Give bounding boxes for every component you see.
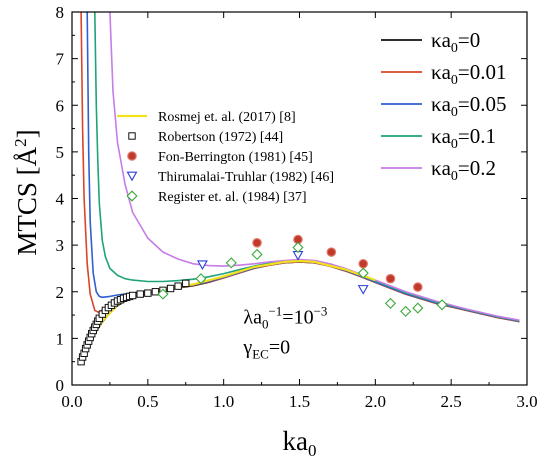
x-tick-label: 1.0 xyxy=(213,392,234,411)
y-tick-label: 8 xyxy=(56,3,65,22)
legend-label-0: κa0=0 xyxy=(431,28,480,56)
y-tick-label: 1 xyxy=(56,329,65,348)
legend-markers: Rosmej et. al. (2017) [8] Robertson (1972… xyxy=(117,110,334,205)
series-line-1 xyxy=(80,12,520,323)
legend-marker-label-4: Register et. al. (1984) [37] xyxy=(158,190,307,205)
data-point-3-6 xyxy=(384,297,397,309)
legend-marker-label-2: Fon-Berrington (1981) [45] xyxy=(158,150,313,165)
annotations: λa0−1=10−3 γEC=0 xyxy=(242,303,327,361)
legend-label-3: κa0=0.1 xyxy=(431,124,496,152)
data-point-0-28 xyxy=(166,284,175,293)
y-tick-label: 7 xyxy=(56,50,65,69)
legend-label-4: κa0=0.2 xyxy=(431,156,496,184)
legend-marker-4 xyxy=(126,190,138,202)
y-tick-label: 6 xyxy=(56,96,65,115)
legend-marker-label-1: Robertson (1972) [44] xyxy=(158,130,283,145)
y-tick-label: 2 xyxy=(56,283,65,302)
tick-labels: 0.0 0.5 1.0 1.5 2.0 2.5 3.0 0 1 2 3 4 5 6 7 8 xyxy=(56,3,538,411)
data-point-0-25 xyxy=(144,289,152,297)
legend-lines: κa0=0 κa0=0.01 κa0=0.05 κa0=0.1 κa0=0.2 xyxy=(381,28,507,184)
series-line-3 xyxy=(94,12,520,322)
axes xyxy=(71,11,528,386)
annotation-gamma: γEC=0 xyxy=(242,336,290,361)
data-point-3-4 xyxy=(292,241,304,254)
legend-marker-2 xyxy=(127,151,137,161)
data-point-3-1 xyxy=(195,273,207,285)
data-point-0-30 xyxy=(182,279,190,288)
legend-label-1: κa0=0.01 xyxy=(431,60,507,88)
data-point-2-0 xyxy=(196,260,208,271)
data-point-3-8 xyxy=(412,302,424,314)
data-point-3-9 xyxy=(436,299,448,311)
data-point-1-4 xyxy=(385,273,396,284)
data-point-3-2 xyxy=(225,257,237,269)
plot-markers xyxy=(77,234,448,366)
y-axis-label: MTCS [Å2] xyxy=(11,129,42,255)
series-line-2 xyxy=(86,12,520,322)
legend-marker-label-0: Rosmej et. al. (2017) [8] xyxy=(158,110,296,125)
data-point-1-5 xyxy=(412,282,423,292)
data-point-1-3 xyxy=(358,258,368,269)
x-tick-label: 3.0 xyxy=(516,392,537,411)
series-line-4 xyxy=(109,12,520,321)
y-tick-label: 4 xyxy=(56,190,65,209)
x-tick-label: 1.5 xyxy=(289,392,310,411)
axis-labels: ka0 MTCS [Å2] xyxy=(11,129,316,460)
data-point-0-26 xyxy=(151,288,160,296)
legend-marker-label-3: Thirumalai-Truhlar (1982) [46] xyxy=(158,170,334,185)
data-point-1-0 xyxy=(252,237,262,248)
data-point-0-24 xyxy=(136,290,144,298)
x-axis-label: ka0 xyxy=(283,426,317,460)
legend-marker-3 xyxy=(126,171,138,182)
x-tick-label: 2.0 xyxy=(365,392,386,411)
data-point-3-5 xyxy=(357,267,369,279)
data-point-0-23 xyxy=(128,291,137,300)
legend-label-2: κa0=0.05 xyxy=(431,92,507,120)
data-point-1-2 xyxy=(326,247,337,257)
data-point-2-2 xyxy=(357,285,369,295)
data-point-3-7 xyxy=(400,305,412,317)
x-tick-label: 2.5 xyxy=(441,392,462,411)
data-point-3-0 xyxy=(157,288,169,300)
y-tick-label: 0 xyxy=(56,376,65,395)
data-point-0-29 xyxy=(174,282,182,290)
data-point-3-3 xyxy=(251,248,263,261)
y-tick-label: 3 xyxy=(56,236,65,255)
annotation-lambda: λa0−1=10−3 xyxy=(243,303,327,331)
x-tick-label: 0.0 xyxy=(61,392,82,411)
legend-marker-1 xyxy=(128,132,136,140)
y-tick-label: 5 xyxy=(56,143,65,162)
x-tick-label: 0.5 xyxy=(137,392,158,411)
